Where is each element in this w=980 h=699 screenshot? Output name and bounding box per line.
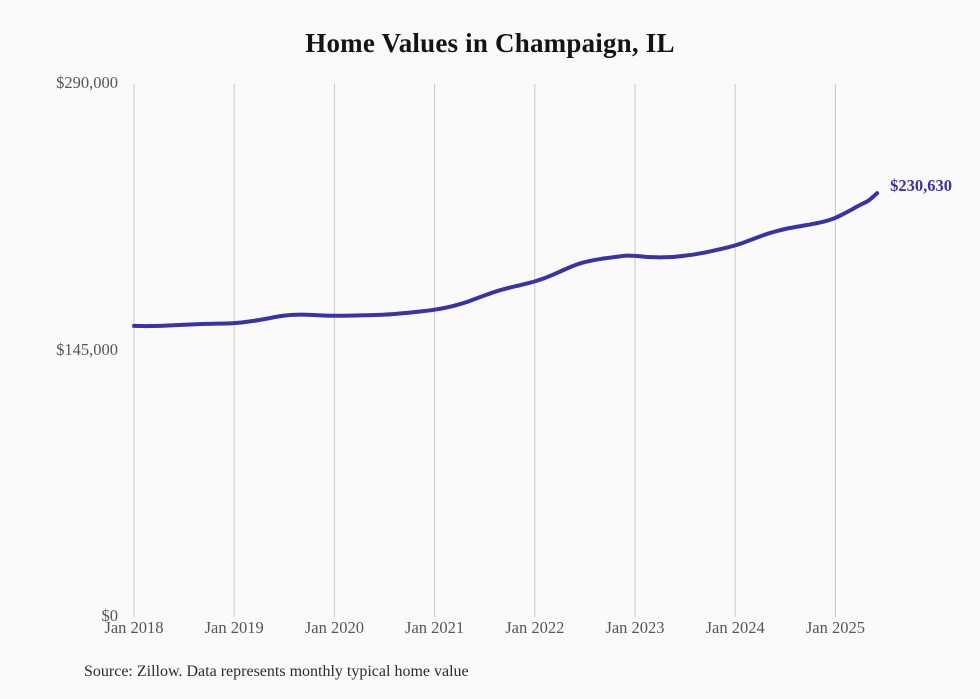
series-line-0 <box>132 191 880 329</box>
x-tick-label-jan-2019: Jan 2019 <box>204 618 264 637</box>
y-tick-label: $290,000 <box>56 73 118 92</box>
x-tick-label-jan-2020: Jan 2020 <box>304 618 364 637</box>
x-tick-label-jan-2022: Jan 2022 <box>505 618 565 637</box>
x-tick-label-jan-2021: Jan 2021 <box>405 618 465 637</box>
y-tick-label: $145,000 <box>56 339 118 359</box>
x-tick-label-jan-2025: Jan 2025 <box>805 618 865 637</box>
endpoint-value-label: $230,630 <box>890 176 953 196</box>
x-tick-label-jan-2018: Jan 2018 <box>104 618 164 637</box>
source-note: Source: Zillow. Data represents monthly … <box>84 663 469 680</box>
gridlines <box>133 84 836 617</box>
y-tick-label: $0 <box>101 606 119 625</box>
x-tick-label-jan-2024: Jan 2024 <box>705 618 765 637</box>
chart-title: Home Values in Champaign, IL <box>305 28 675 58</box>
x-tick-label-jan-2023: Jan 2023 <box>605 618 665 637</box>
series-lines <box>132 191 880 329</box>
